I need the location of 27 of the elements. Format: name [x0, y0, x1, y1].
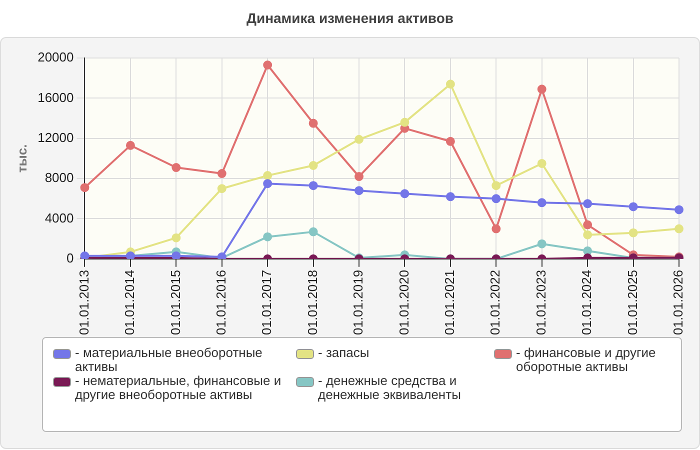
- x-tick-label: 01.01.2014: [122, 270, 138, 336]
- y-tick-label: 12000: [38, 130, 74, 145]
- y-axis-title: тыс.: [14, 144, 30, 173]
- chart-title: Динамика изменения активов: [245, 10, 455, 26]
- y-tick-label: 20000: [38, 50, 74, 65]
- x-tick-label: 01.01.2020: [396, 270, 412, 336]
- x-tick-label: 01.01.2026: [670, 270, 686, 336]
- x-tick-label: 01.01.2023: [533, 270, 548, 336]
- legend-label: - нематериальные, финансовые и другие внеоборотные активы: [75, 373, 282, 402]
- x-tick-label: 01.01.2016: [213, 270, 228, 336]
- x-tick-label: 01.01.2018: [304, 270, 320, 336]
- y-tick-label: 16000: [38, 90, 74, 105]
- legend-label: - запасы: [318, 345, 370, 360]
- y-tick-label: 8000: [44, 170, 74, 186]
- legend-label: - денежные средства и денежные эквиваленты: [318, 373, 462, 402]
- x-tick-label: 01.01.2017: [259, 270, 274, 336]
- x-tick-label: 01.01.2024: [579, 270, 594, 336]
- legend-label: - финансовые и другие оборотные активы: [516, 345, 657, 374]
- x-tick-label: 01.01.2015: [168, 270, 183, 336]
- x-tick-label: 01.01.2025: [624, 270, 640, 336]
- x-tick-label: 01.01.2013: [76, 270, 92, 336]
- y-tick-label: 0: [66, 250, 74, 266]
- x-tick-label: 01.01.2022: [488, 270, 503, 336]
- y-tick-label: 4000: [44, 210, 74, 226]
- x-tick-label: 01.01.2021: [442, 270, 458, 336]
- x-tick-label: 01.01.2019: [350, 270, 366, 336]
- legend-label: - материальные внеоборотные активы: [75, 345, 264, 374]
